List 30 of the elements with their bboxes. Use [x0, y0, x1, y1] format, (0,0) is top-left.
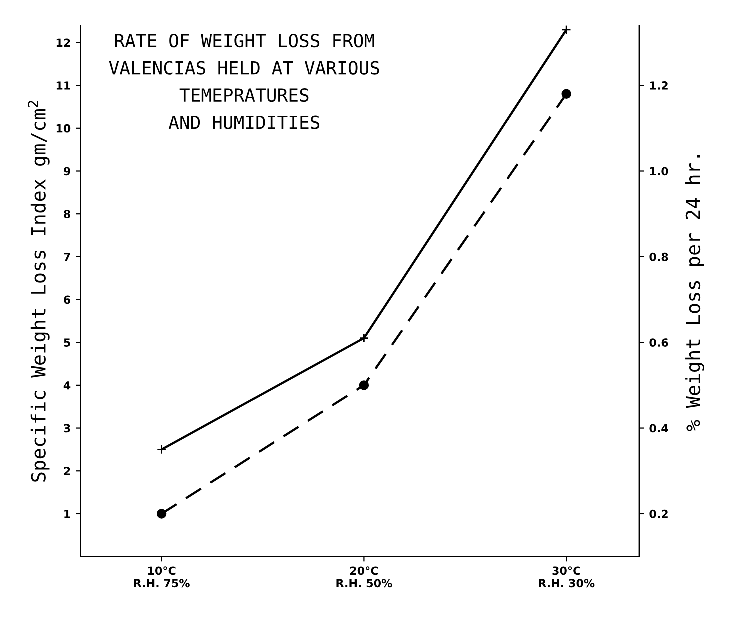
point [359, 380, 370, 390]
y-tick-label: 1 [64, 510, 70, 518]
y-tick-label: 9 [64, 167, 70, 176]
x-tick-label: 10°C R.H. 75% [134, 566, 190, 588]
y-tick-label: 5 [64, 338, 70, 347]
y2-tick-label: 1.2 [650, 82, 668, 90]
y-axis-title: Specific Weight Loss Index gm/cm$^{2}$ [28, 101, 50, 482]
y-tick-label: 3 [64, 424, 70, 433]
x-tick-label: 30°C R.H. 30% [539, 566, 595, 588]
point [562, 89, 572, 100]
y2-tick-label: 0.4 [650, 424, 668, 433]
y-tick-label: 8 [64, 210, 70, 218]
text: RATE OF WEIGHT LOSS FROM VALENCIAS HELD AT VARIOUS TEMEPRATURES AND HUMIDITIES [109, 34, 380, 130]
y-tick-label: 11 [56, 82, 70, 90]
y-tick-label: 4 [64, 382, 71, 390]
y2-tick-label: 0.8 [650, 252, 668, 262]
point [359, 333, 370, 344]
x-tick-label: 20°C R.H. 50% [336, 566, 392, 588]
y-tick-label: 10 [56, 124, 71, 133]
y-tick-label: 12 [56, 38, 70, 47]
y-tick-label: 2 [64, 467, 70, 476]
y2-tick-label: 0.2 [650, 510, 668, 518]
point [156, 444, 167, 455]
point [156, 509, 167, 519]
y-tick-label: 6 [64, 296, 71, 304]
y-tick-label: 7 [64, 253, 70, 262]
y2-axis-title: % Weight Loss per 24 hr. [686, 155, 704, 432]
y2-tick-label: 0.6 [650, 338, 668, 347]
y2-tick-label: 1.0 [650, 167, 668, 176]
point [562, 26, 572, 35]
